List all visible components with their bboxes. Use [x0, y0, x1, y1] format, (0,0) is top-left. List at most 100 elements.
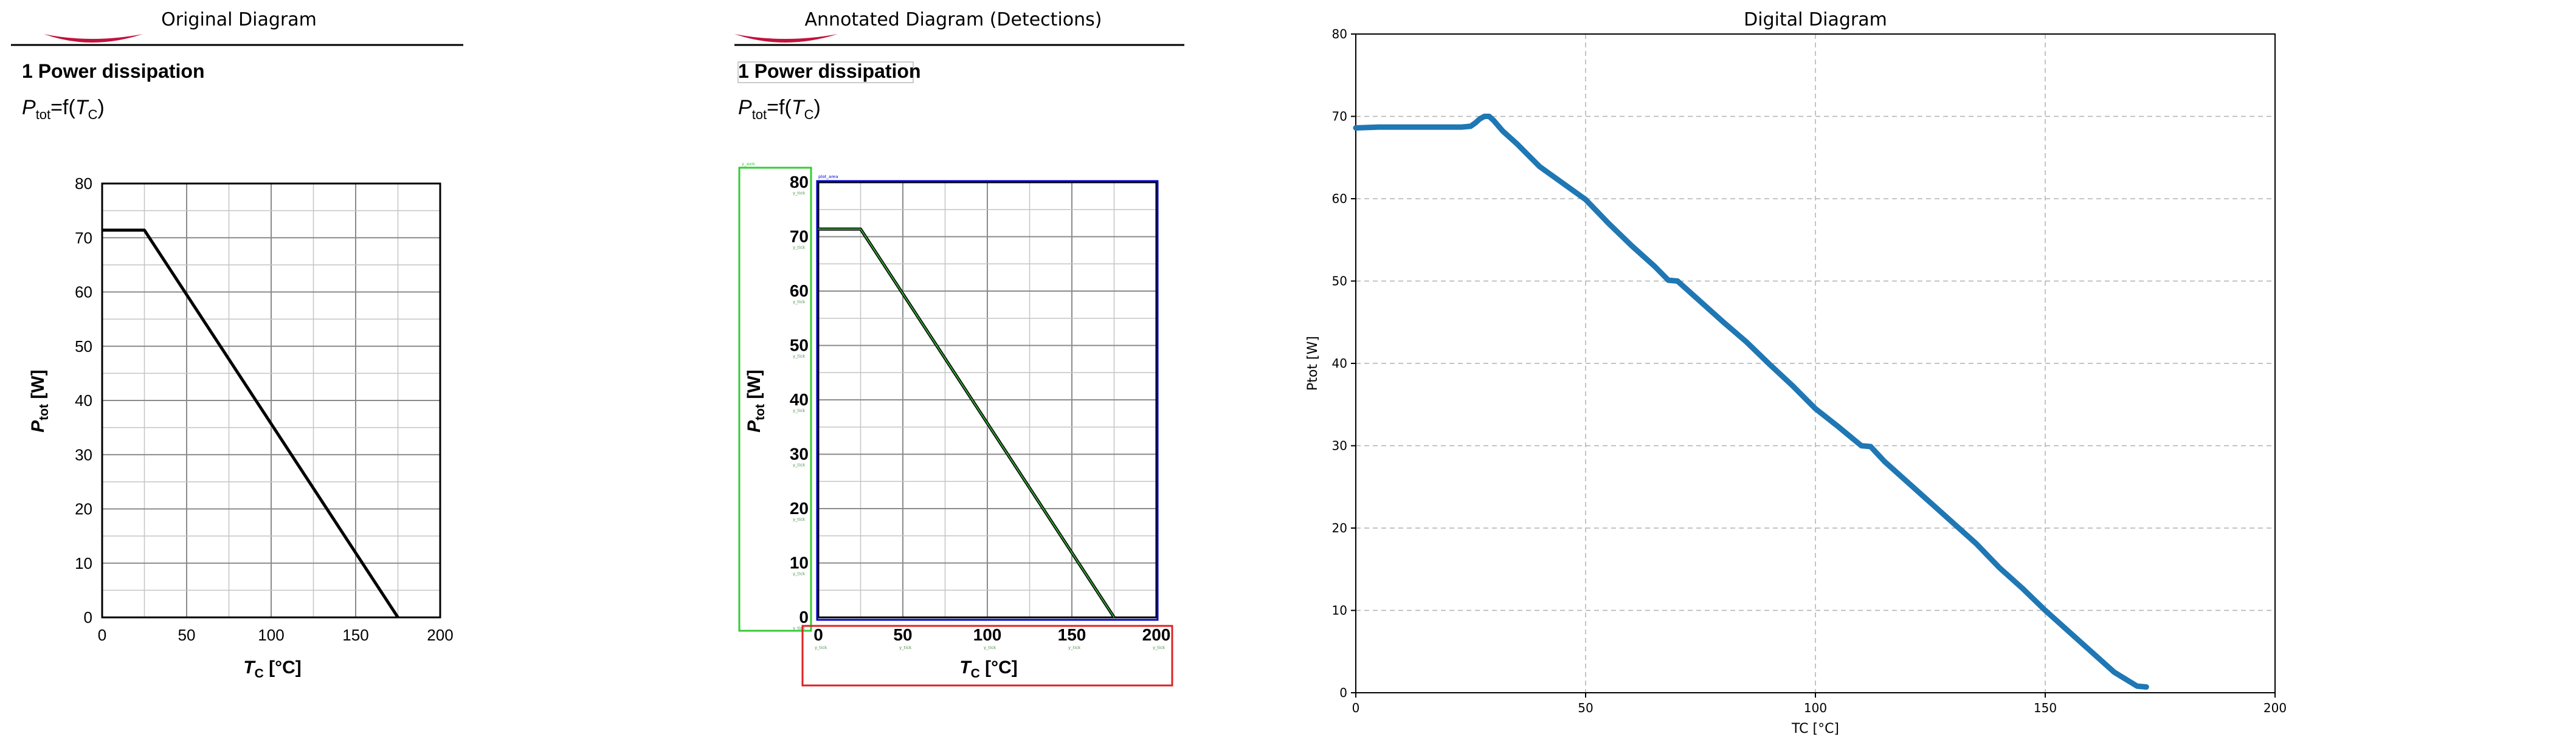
original-x-axis-label: TC [°C] [243, 657, 301, 681]
original-plot-frame [101, 182, 441, 619]
y-tick-label: 30 [75, 445, 92, 464]
y-tick-label: 30 [1332, 439, 1347, 453]
original-plot: 0 50 100 150 200 0 10 20 30 40 50 60 70 80 [75, 174, 454, 644]
plot-area-detection-label: plot_area [818, 174, 838, 179]
original-y-axis-label: Ptot [W] [28, 369, 51, 432]
digital-y-axis-label: Ptot [W] [1305, 336, 1321, 391]
x-tick-label: 100 [973, 625, 1002, 644]
y-tick-label: 20 [790, 499, 809, 518]
y-tick-label: 60 [1332, 191, 1347, 206]
y-tick-label: 70 [75, 228, 92, 247]
tick-detection-label: y_tick [793, 300, 806, 304]
tick-detection-label: y_tick [793, 572, 806, 577]
section-heading: 1 Power dissipation [22, 60, 205, 82]
x-tick-label: 200 [427, 626, 453, 644]
annotated-curve [818, 227, 1116, 619]
digital-grid [1356, 34, 2275, 693]
x-axis-detection-box [801, 625, 1173, 687]
original-ticks: 0 50 100 150 200 0 10 20 30 40 50 60 70 80 [75, 174, 454, 644]
y-tick-label: 80 [1332, 27, 1347, 41]
digital-curve [1353, 114, 2149, 690]
tick-detection-label: y_tick [815, 645, 827, 650]
x-tick-label: 0 [1352, 701, 1360, 715]
digital-panel: Digital Diagram 0 50 100 150 200 0 10 20 30 40 50 6… [1305, 9, 2287, 736]
x-tick-label: 0 [813, 625, 823, 644]
formula-t: T [75, 96, 89, 119]
y-axis-detection-label: y_axis [742, 162, 755, 167]
original-curve [102, 228, 399, 619]
digital-ticks: 0 50 100 150 200 0 10 20 30 40 50 60 70 80 [1332, 27, 2287, 715]
y-tick-label: 40 [1332, 356, 1347, 371]
y-tick-label: 0 [84, 608, 92, 627]
plot-area-detection-box [816, 180, 1159, 621]
formula-p: P [22, 96, 36, 119]
y-tick-label: 0 [799, 608, 809, 627]
x-tick-label: 50 [178, 626, 196, 644]
formula: Ptot=f(TC) [738, 96, 821, 122]
original-grid [102, 184, 440, 617]
y-tick-label: 10 [790, 554, 809, 572]
tick-detection-label: y_tick [793, 517, 806, 522]
x-tick-label: 50 [1578, 701, 1593, 715]
annotated-plot: 0y_tick50y_tick100y_tick150y_tick200y_ti… [790, 173, 1171, 650]
annotated-panel: Annotated Diagram (Detections) 1 Power d… [734, 9, 1184, 687]
annotated-ticks: 0y_tick50y_tick100y_tick150y_tick200y_ti… [790, 173, 1171, 650]
tick-detection-label: y_tick [793, 191, 806, 196]
y-tick-label: 70 [790, 227, 809, 246]
y-tick-label: 10 [75, 554, 92, 572]
tick-detection-label: y_tick [793, 245, 806, 250]
logo-swoosh [734, 34, 838, 43]
section-heading: 1 Power dissipation [738, 60, 921, 82]
tick-detection-label: y_tick [1068, 645, 1081, 650]
annotated-plot-frame [817, 181, 1158, 619]
y-tick-label: 50 [75, 337, 92, 355]
x-tick-label: 200 [1142, 625, 1171, 644]
formula-t-sub: C [88, 107, 98, 122]
formula: Ptot=f(TC) [22, 96, 105, 122]
tick-detection-label: y_tick [793, 463, 806, 468]
y-tick-label: 40 [790, 390, 809, 409]
x-tick-label: 200 [2263, 701, 2287, 715]
y-axis-detection-box [738, 167, 812, 632]
annotated-y-axis-label: Ptot [W] [744, 369, 767, 432]
y-tick-label: 20 [75, 500, 92, 518]
y-tick-label: 30 [790, 445, 809, 464]
original-panel: Original Diagram 1 Power dissipation Pto… [11, 9, 463, 681]
tick-detection-label: y_tick [793, 408, 806, 413]
logo-swoosh [44, 34, 143, 43]
x-tick-label: 150 [342, 626, 368, 644]
y-tick-label: 50 [1332, 274, 1347, 289]
annotated-x-axis-label: TC [°C] [959, 657, 1017, 681]
x-tick-label: 150 [1058, 625, 1086, 644]
formula-close: ) [97, 96, 104, 119]
tick-detection-label: y_tick [793, 626, 806, 631]
x-tick-label: 150 [2034, 701, 2057, 715]
tick-detection-label: y_tick [984, 645, 996, 650]
digital-x-axis-label: TC [°C] [1791, 721, 1839, 736]
heading-detection-box [737, 61, 914, 83]
x-tick-label: 100 [1804, 701, 1827, 715]
x-tick-label: 100 [258, 626, 284, 644]
tick-detection-label: y_tick [1153, 645, 1165, 650]
y-tick-label: 60 [790, 281, 809, 300]
annotated-panel-title: Annotated Diagram (Detections) [805, 9, 1102, 30]
original-panel-title: Original Diagram [161, 9, 317, 30]
tick-detection-label: y_tick [899, 645, 912, 650]
digital-panel-title: Digital Diagram [1744, 9, 1887, 30]
y-tick-label: 10 [1332, 603, 1347, 618]
y-tick-label: 20 [1332, 521, 1347, 535]
y-tick-label: 80 [75, 174, 92, 193]
x-tick-label: 0 [98, 626, 106, 644]
y-tick-label: 70 [1332, 109, 1347, 124]
formula-mid: =f( [50, 96, 75, 119]
formula-p-sub: tot [36, 107, 50, 122]
detected-curve-trace [818, 228, 1115, 618]
y-tick-label: 0 [1339, 685, 1347, 700]
y-tick-label: 60 [75, 283, 92, 301]
tick-detection-label: y_tick [793, 354, 806, 359]
annotated-grid [818, 182, 1156, 617]
y-tick-label: 40 [75, 391, 92, 410]
y-tick-label: 80 [790, 173, 809, 191]
y-tick-label: 50 [790, 336, 809, 355]
